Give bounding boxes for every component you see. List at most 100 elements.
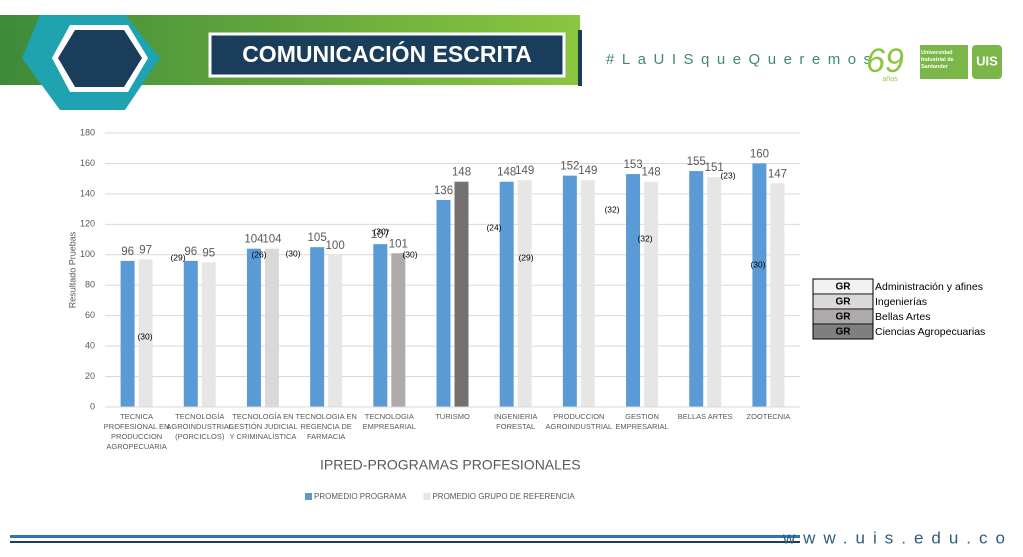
divider: [578, 30, 582, 86]
annotation: (32): [637, 233, 652, 243]
bar: [499, 181, 514, 407]
value-label: 136: [434, 185, 453, 197]
x-tick-label: BELLAS ARTES: [678, 412, 733, 421]
y-tick-label: 120: [80, 219, 95, 229]
value-label: 95: [202, 247, 215, 259]
value-label: 151: [705, 162, 724, 174]
annotation: (29): [518, 252, 533, 262]
y-tick-label: 140: [80, 188, 95, 198]
value-label: 105: [308, 232, 327, 244]
x-tick-label: INGENIERIA FORESTAL: [494, 412, 537, 431]
bar: [201, 262, 216, 407]
value-label: 153: [623, 159, 642, 171]
x-tick-label: TURISMO: [435, 412, 470, 421]
annotation: (24): [486, 222, 501, 232]
bar: [562, 175, 577, 407]
y-tick-label: 100: [80, 249, 95, 259]
x-tick-label: TECNOLOGÍA EN GESTIÓN JUDICIAL Y CRIMINALÍ…: [228, 412, 297, 441]
hashtag: #LaUISqueQueremos: [606, 51, 879, 68]
bar: [391, 253, 406, 407]
annotation: (26): [251, 249, 266, 259]
legend-label: PROMEDIO GRUPO DE REFERENCIA: [432, 492, 575, 501]
value-label: 96: [184, 246, 197, 258]
y-tick-label: 20: [85, 371, 95, 381]
bar: [120, 260, 135, 407]
bar: [264, 248, 279, 407]
annotation: (29): [170, 252, 185, 262]
bar: [436, 199, 451, 407]
y-axis-title: Resultado Pruebas: [67, 231, 77, 308]
hexagon-inner: [58, 30, 142, 87]
annotation: (30): [373, 226, 388, 236]
x-tick-label: TECNOLOGIA EMPRESARIAL: [363, 412, 416, 431]
group-name: Administración y afines: [875, 281, 983, 293]
value-label: 100: [326, 240, 345, 252]
x-tick-label: ZOOTECNIA: [747, 412, 791, 421]
group-legend-border: [812, 278, 874, 340]
bar: [752, 163, 767, 407]
value-label: 97: [139, 244, 152, 256]
value-label: 160: [750, 148, 769, 160]
bar: [138, 259, 153, 407]
x-tick-label: GESTION EMPRESARIAL: [615, 412, 668, 431]
x-tick-label: PRODUCCION AGROINDUSTRIAL: [546, 412, 613, 431]
group-name: Ingenierías: [875, 296, 927, 308]
bar: [707, 177, 722, 407]
y-tick-label: 80: [85, 280, 95, 290]
legend-swatch: [423, 493, 431, 500]
value-label: 104: [262, 234, 282, 246]
bar: [517, 180, 532, 407]
value-label: 149: [578, 165, 597, 177]
anniversary-unit: años: [882, 76, 898, 83]
university-box: [920, 45, 968, 79]
x-tick-label: TECNOLOGÍA AGROINDUSTRIAL (PORCICLOS): [166, 412, 233, 441]
x-tick-label: TECNICA PROFESIONAL EN PRODUCCION AGROPECUA…: [104, 412, 170, 451]
group-code: GR: [836, 312, 852, 323]
value-label: 147: [768, 168, 787, 180]
bar: [644, 181, 659, 407]
footer-line: [10, 535, 800, 538]
legend-label: PROMEDIO PROGRAMA: [314, 492, 407, 501]
value-label: 148: [497, 167, 516, 179]
bar: [310, 247, 325, 407]
bar: [328, 254, 343, 407]
annotation: (23): [720, 170, 735, 180]
y-tick-label: 40: [85, 340, 95, 350]
title: COMUNICACIÓN ESCRITA: [242, 40, 532, 67]
y-tick-label: 180: [80, 127, 95, 137]
value-label: 107: [371, 229, 390, 241]
footer-line: [10, 541, 800, 543]
value-label: 155: [687, 156, 706, 168]
bar: [454, 181, 469, 407]
annotation: (30): [137, 331, 152, 341]
title-box: [208, 32, 566, 78]
value-label: 152: [560, 161, 579, 173]
group-name: Bellas Artes: [875, 311, 930, 323]
bar: [246, 248, 261, 407]
bar: [770, 183, 785, 407]
university-name: Universidad Industrial de Santander: [921, 50, 954, 70]
value-label: 148: [641, 167, 660, 179]
bar: [183, 260, 198, 407]
y-tick-label: 160: [80, 158, 95, 168]
annotation: (30): [750, 259, 765, 269]
y-tick-label: 60: [85, 310, 95, 320]
group-name: Ciencias Agropecuarias: [875, 326, 985, 338]
anniversary: 69: [866, 42, 904, 80]
group-code: GR: [836, 327, 852, 338]
legend-swatch: [305, 493, 312, 500]
annotation: (32): [604, 204, 619, 214]
bar: [689, 171, 704, 407]
annotation: (30): [285, 248, 300, 258]
annotation: (30): [402, 249, 417, 259]
value-label: 149: [515, 165, 534, 177]
x-axis-title: IPRED-PROGRAMAS PROFESIONALES: [320, 457, 581, 473]
group-code: GR: [836, 282, 852, 293]
footer-url: www.uis.edu.co: [782, 528, 1013, 547]
value-label: 148: [452, 167, 471, 179]
value-label: 101: [389, 238, 408, 250]
y-tick-label: 0: [90, 401, 95, 411]
logo: UIS: [976, 53, 998, 68]
